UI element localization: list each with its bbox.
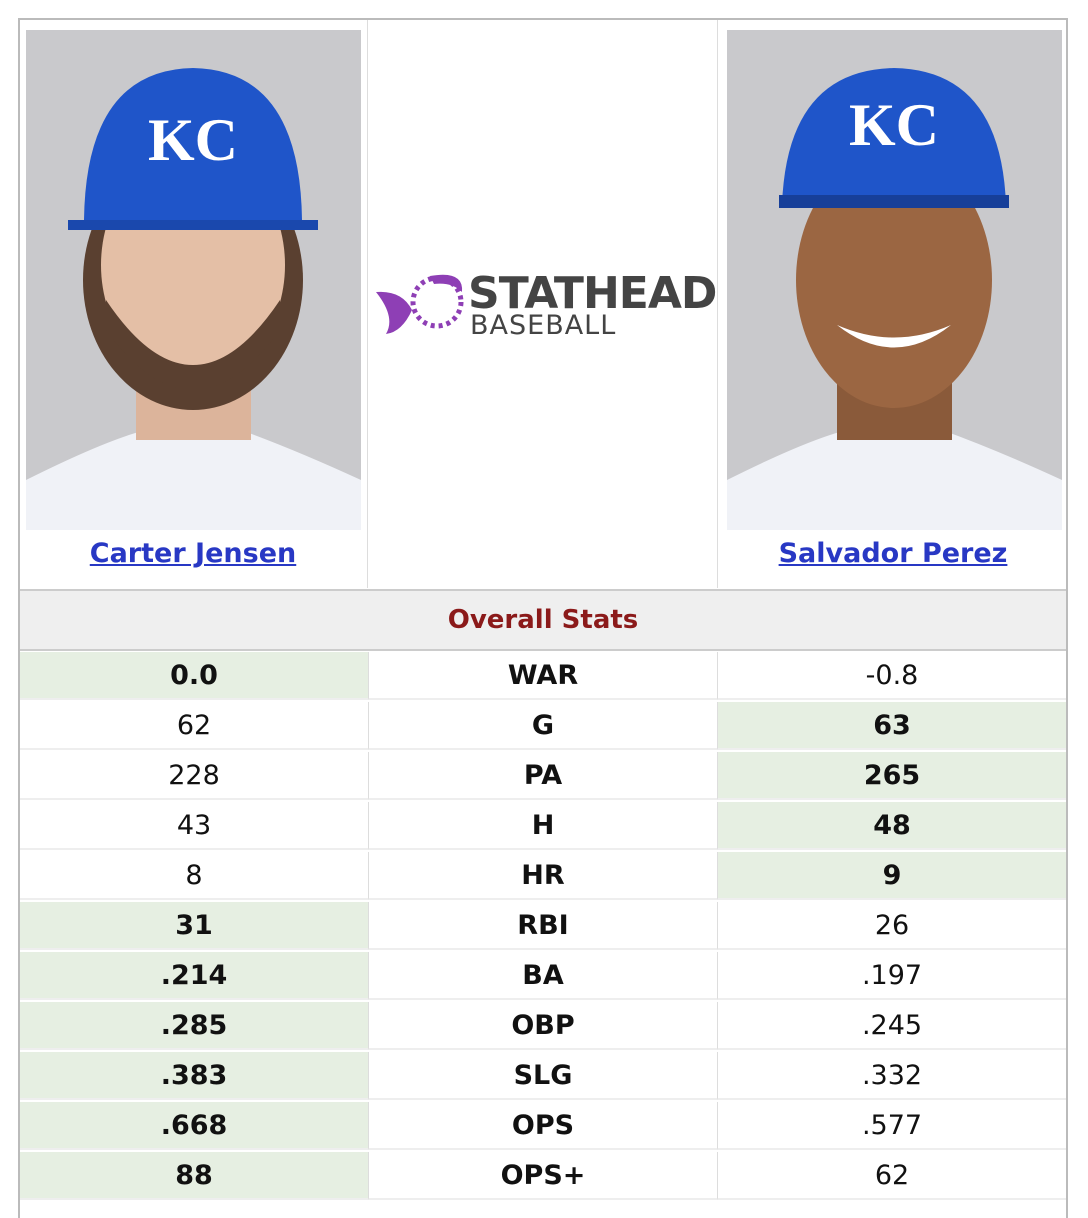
stat-label: H [368,802,718,850]
left-column [20,20,368,588]
player-photo: KC [727,30,1062,530]
stat-value: 31 [20,902,368,950]
stat-value: .332 [718,1052,1066,1100]
stat-label: HR [368,852,718,900]
stat-label: G [368,702,718,750]
stat-label: OPS [368,1102,718,1150]
player-photo: KC [26,30,361,530]
section-header: Overall Stats [20,589,1066,651]
stat-label: OPS+ [368,1152,718,1200]
logo-subtext: BASEBALL [470,310,617,341]
stat-value: 88 [20,1152,368,1200]
stat-label: OBP [368,1002,718,1050]
svg-text:KC: KC [849,92,939,158]
stat-value: 62 [20,702,368,750]
stat-value: 265 [718,752,1066,800]
stat-value: .214 [20,952,368,1000]
svg-text:KC: KC [148,107,238,173]
stat-value: .245 [718,1002,1066,1050]
stat-value: 63 [718,702,1066,750]
stat-label: RBI [368,902,718,950]
stat-value: .197 [718,952,1066,1000]
stat-value: 48 [718,802,1066,850]
stat-value: 228 [20,752,368,800]
stat-value: .577 [718,1102,1066,1150]
stat-label: BA [368,952,718,1000]
stat-value: .285 [20,1002,368,1050]
stat-value: 26 [718,902,1066,950]
stat-value: 9 [718,852,1066,900]
logo-text: STATHEAD [468,268,717,319]
stat-label: WAR [368,652,718,700]
stat-value: .668 [20,1102,368,1150]
stat-value: -0.8 [718,652,1066,700]
stat-value: 43 [20,802,368,850]
stat-value: 8 [20,852,368,900]
player-link[interactable]: Carter Jensen [89,538,297,569]
stat-value: 62 [718,1152,1066,1200]
stat-label: PA [368,752,718,800]
player-link[interactable]: Salvador Perez [778,538,1008,569]
stat-value: .383 [20,1052,368,1100]
comparison-frame [18,18,1068,1218]
stat-label: SLG [368,1052,718,1100]
middle-column [368,20,718,588]
stat-value: 0.0 [20,652,368,700]
logo-mark [376,274,464,334]
